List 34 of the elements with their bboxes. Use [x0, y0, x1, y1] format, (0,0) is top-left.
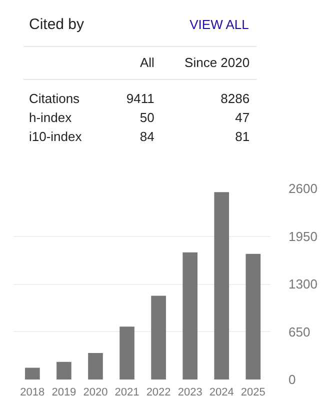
bar [120, 326, 134, 380]
x-tick-label: 2018 [20, 386, 45, 398]
x-tick-label: 2020 [83, 386, 108, 398]
category-label: Citations [28, 91, 80, 106]
text: Since 2020 [184, 55, 250, 70]
bar [25, 368, 40, 380]
bar [56, 362, 72, 380]
data-label: 9411 [126, 91, 154, 106]
y-tick-label: 0 [288, 372, 296, 387]
x-tick-label: 2024 [209, 386, 234, 398]
bar [246, 254, 261, 380]
data-label: 8286 [220, 91, 250, 106]
text: All [140, 55, 154, 70]
text: Cited by [28, 16, 85, 33]
x-tick-label: 2022 [146, 386, 171, 398]
category-label: h-index [28, 110, 72, 125]
x-tick-label: 2019 [52, 386, 76, 398]
x-tick-label: 2025 [240, 386, 266, 398]
y-tick-label: 1300 [288, 276, 318, 292]
x-tick-label: 2021 [114, 386, 140, 398]
data-label: 84 [140, 129, 154, 144]
category-label: i10-index [28, 129, 82, 144]
x-tick-label: 2023 [178, 386, 202, 398]
data-label: 47 [235, 110, 250, 125]
y-tick-label: 650 [288, 324, 310, 340]
text: VIEW ALL [190, 17, 249, 32]
bar [182, 252, 198, 380]
data-label: 81 [235, 129, 250, 144]
y-tick-label: 2600 [288, 181, 318, 196]
bar [151, 296, 166, 380]
y-tick-label: 1950 [288, 228, 318, 244]
data-label: 50 [140, 110, 154, 125]
bar [88, 353, 103, 380]
bar [214, 192, 230, 380]
